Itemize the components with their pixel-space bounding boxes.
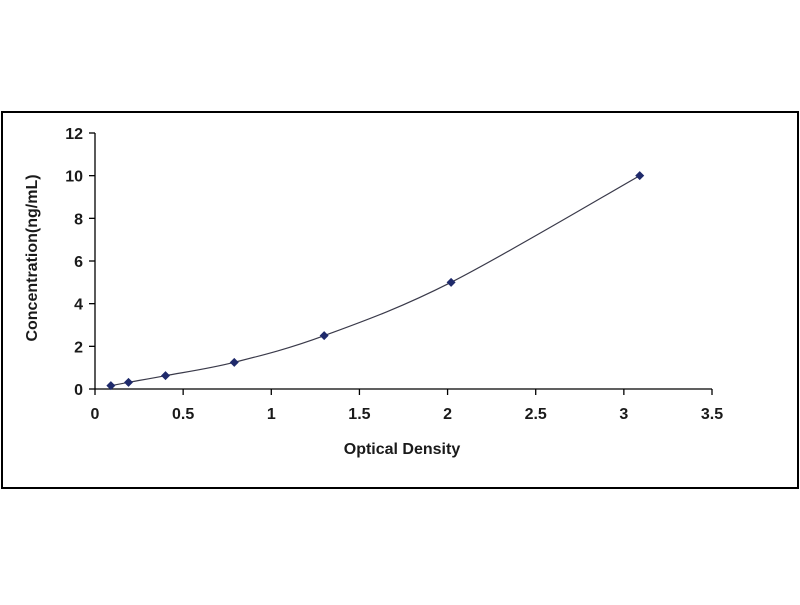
y-tick-label: 6 xyxy=(74,254,83,271)
chart-outer-frame xyxy=(1,111,799,489)
y-tick-label: 8 xyxy=(74,211,83,228)
x-tick-label: 1 xyxy=(267,406,276,423)
data-point xyxy=(161,371,171,381)
y-tick-label: 0 xyxy=(74,382,83,399)
data-point xyxy=(319,331,329,341)
y-axis-title: Concentration(ng/mL) xyxy=(24,174,41,341)
data-point xyxy=(446,277,456,287)
x-axis-title: Optical Density xyxy=(344,441,461,458)
y-tick-label: 12 xyxy=(65,126,83,143)
x-tick-label: 2.5 xyxy=(525,406,547,423)
data-point xyxy=(229,357,239,367)
x-tick-label: 0 xyxy=(91,406,100,423)
x-tick-label: 0.5 xyxy=(172,406,194,423)
x-tick-label: 1.5 xyxy=(348,406,370,423)
x-tick-label: 3 xyxy=(619,406,628,423)
x-tick-label: 2 xyxy=(443,406,452,423)
y-tick-label: 4 xyxy=(74,297,83,314)
data-point xyxy=(106,381,116,391)
y-tick-label: 10 xyxy=(65,169,83,186)
data-point xyxy=(123,377,133,387)
y-tick-label: 2 xyxy=(74,339,83,356)
data-point xyxy=(635,171,645,181)
fit-curve xyxy=(110,175,641,387)
x-tick-label: 3.5 xyxy=(701,406,723,423)
